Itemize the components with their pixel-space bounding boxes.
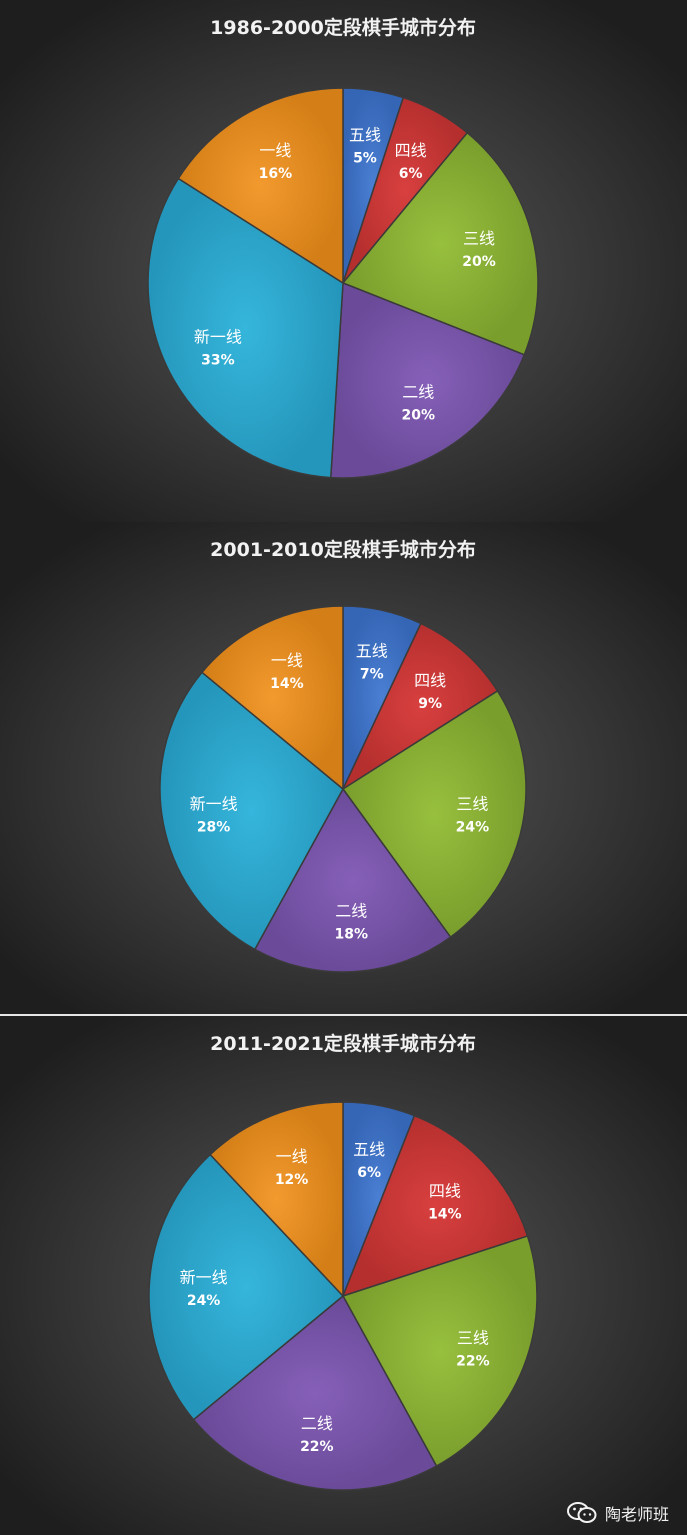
chart-title: 2011-2021定段棋手城市分布 [210, 1032, 476, 1055]
slice-label: 二线 [402, 383, 434, 402]
pie-chart-2001-2010: 2001-2010定段棋手城市分布五线 7% 四线 9% 三线 24% 二线 18% 新一线 28… [0, 522, 687, 1014]
chart-title: 2001-2010定段棋手城市分布 [210, 538, 476, 561]
slice-label: 新一线 [180, 1268, 228, 1287]
slice-label: 三线 [457, 1328, 489, 1347]
slice-label: 三线 [456, 795, 488, 814]
pie-slice [159, 671, 344, 951]
slice-value-label: 14% [270, 676, 304, 692]
slice-label: 一线 [271, 651, 303, 670]
slice-label: 新一线 [190, 795, 238, 814]
slice-value-label: 6% [399, 166, 423, 182]
slice-label: 一线 [259, 141, 291, 160]
chart-title: 1986-2000定段棋手城市分布 [210, 16, 476, 39]
slice-value-label: 22% [456, 1353, 490, 1369]
pie-slice [341, 131, 539, 356]
slice-value-label: 12% [275, 1172, 309, 1188]
slice-value-label: 33% [201, 353, 235, 369]
slice-label: 五线 [353, 1140, 385, 1159]
slice-value-label: 20% [462, 254, 496, 270]
pie-slice [341, 1235, 538, 1468]
pie-slice [341, 689, 527, 939]
watermark: 陶老师班 [566, 1501, 669, 1525]
pie-slice [341, 622, 499, 792]
pie-slice [200, 605, 344, 791]
pie-slice [209, 1101, 344, 1298]
slice-value-label: 7% [360, 666, 384, 682]
pie-chart-1986-2000: 1986-2000定段棋手城市分布五线 5% 四线 6% 三线 20% 二线 20% 新一线 33… [0, 0, 687, 522]
watermark-text: 陶老师班 [604, 1505, 669, 1524]
slice-label: 五线 [349, 125, 381, 144]
chart-divider [0, 1014, 687, 1016]
pie-slice [177, 87, 344, 285]
slice-label: 五线 [356, 641, 388, 660]
slice-label: 四线 [395, 141, 427, 160]
slice-label: 四线 [414, 671, 446, 690]
wechat-icon [566, 1502, 597, 1523]
pie-slice [147, 177, 344, 479]
slice-value-label: 22% [300, 1439, 334, 1455]
slice-label: 三线 [463, 229, 495, 248]
slice-value-label: 5% [353, 150, 377, 166]
slice-value-label: 24% [187, 1293, 221, 1309]
slice-value-label: 20% [401, 408, 435, 424]
pie-slice [148, 1153, 345, 1421]
slice-value-label: 24% [456, 820, 490, 836]
slice-value-label: 6% [357, 1165, 381, 1181]
slice-value-label: 14% [428, 1206, 462, 1222]
slice-label: 二线 [335, 902, 367, 921]
slice-label: 新一线 [194, 328, 242, 347]
pie-slice [253, 787, 452, 973]
slice-label: 一线 [276, 1147, 308, 1166]
pie-slice [329, 281, 526, 479]
slice-value-label: 16% [259, 166, 293, 182]
slice-value-label: 9% [418, 696, 442, 712]
pie-slice [192, 1294, 438, 1491]
slice-value-label: 28% [197, 820, 231, 836]
slice-value-label: 18% [335, 927, 369, 943]
pie-chart-2011-2021: 2011-2021定段棋手城市分布五线 6% 四线 14% 三线 22% 二线 22% 新一线 2… [0, 1016, 687, 1535]
slice-label: 二线 [301, 1414, 333, 1433]
slice-label: 四线 [429, 1181, 461, 1200]
